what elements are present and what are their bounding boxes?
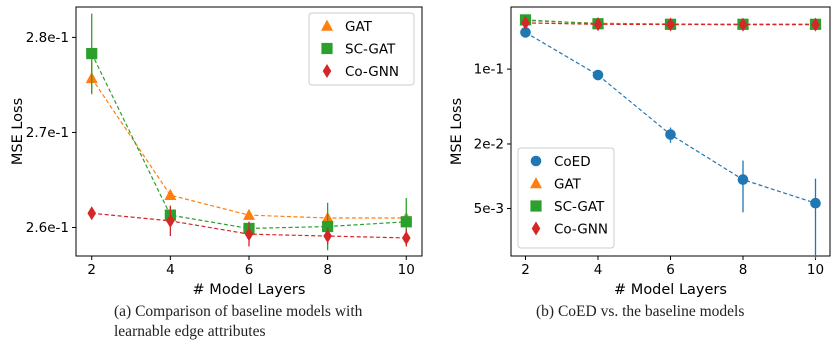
data-point	[164, 188, 177, 200]
data-point	[323, 229, 332, 244]
data-point	[593, 17, 603, 32]
legend-marker	[321, 42, 333, 55]
caption-a: (a) Comparison of baseline models with l…	[114, 303, 363, 340]
legend-label: Co-GNN	[554, 221, 608, 237]
data-point	[400, 216, 412, 228]
y-tick-label: 2.6e-1	[26, 220, 69, 236]
x-tick-label: 10	[398, 262, 415, 278]
data-point	[592, 69, 604, 81]
x-tick-label: 8	[323, 262, 332, 278]
data-point	[738, 17, 748, 32]
legend-item: GAT	[530, 176, 582, 192]
data-point	[244, 227, 254, 242]
figure: 2 4 6 8 10 2.6e-1 2.7e-1 2.8e-1 # Model Layers MS…	[10, 6, 831, 298]
data-point	[86, 47, 98, 60]
legend-marker	[530, 155, 542, 167]
legend-label: GAT	[345, 19, 373, 35]
data-point	[322, 220, 334, 233]
x-axis-label: # Model Layers	[193, 282, 306, 298]
caption-b: (b) CoED vs. the baseline models	[536, 303, 745, 320]
series-co-gnn	[521, 15, 820, 32]
legend-frame	[308, 12, 415, 86]
y-tick-label: 2.8e-1	[26, 30, 69, 46]
data-point	[166, 213, 175, 228]
series-line	[91, 77, 407, 219]
legend: GAT SC-GAT Co-GNN	[308, 12, 415, 86]
legend-marker	[322, 64, 332, 78]
data-point	[665, 129, 676, 140]
legend-item: Co-GNN	[322, 64, 399, 80]
data-point	[521, 15, 530, 30]
legend-marker	[531, 221, 541, 236]
data-point	[401, 230, 411, 245]
x-tick-label: 6	[245, 262, 254, 278]
x-tick-label: 4	[166, 262, 175, 278]
legend-item: CoED	[530, 154, 591, 170]
legend-label: GAT	[554, 176, 582, 192]
x-tick-label: 2	[521, 262, 530, 278]
y-axis-label: MSE Loss	[449, 98, 465, 165]
legend-label: SC-GAT	[554, 199, 605, 215]
legend-item: SC-GAT	[321, 41, 396, 57]
x-tick-label: 10	[807, 262, 824, 278]
x-tick-label: 8	[739, 262, 748, 278]
legend-item: SC-GAT	[530, 199, 605, 215]
legend-marker	[530, 177, 542, 189]
legend-item: Co-GNN	[531, 221, 608, 237]
legend: CoED GAT SC-GAT Co-GNN	[517, 147, 615, 249]
x-tick-label: 2	[87, 262, 96, 278]
series-co-gnn	[87, 205, 411, 247]
legend-label: Co-GNN	[345, 64, 399, 80]
data-point	[737, 174, 749, 185]
data-point	[87, 206, 97, 221]
data-point	[810, 197, 821, 209]
legend-marker	[530, 200, 542, 212]
legend-label: CoED	[554, 154, 591, 170]
data-point	[520, 27, 531, 38]
x-tick-label: 4	[594, 262, 603, 278]
y-axis-label: MSE Loss	[10, 98, 26, 165]
data-point	[243, 208, 255, 220]
y-tick-label: 5e-3	[474, 201, 504, 217]
series-line	[91, 53, 407, 230]
data-point	[666, 17, 675, 32]
y-tick-label: 2.7e-1	[26, 125, 69, 141]
y-tick-label: 2e-2	[474, 136, 504, 152]
x-axis-label: # Model Layers	[614, 282, 727, 298]
y-tick-label: 1e-1	[474, 62, 504, 78]
legend-marker	[321, 19, 333, 31]
x-tick-label: 6	[666, 262, 675, 278]
series-coed	[520, 27, 821, 259]
chart-panel-a: 2 4 6 8 10 2.6e-1 2.7e-1 2.8e-1 # Model Layers MS…	[10, 6, 423, 298]
legend-label: SC-GAT	[345, 41, 396, 57]
chart-panel-b: 2 4 6 8 10 1e-1 2e-2 5e-3 # Model Layers MSE Loss…	[449, 6, 831, 298]
legend-item: GAT	[321, 19, 373, 35]
legend-frame	[517, 147, 615, 249]
data-point	[811, 17, 820, 32]
